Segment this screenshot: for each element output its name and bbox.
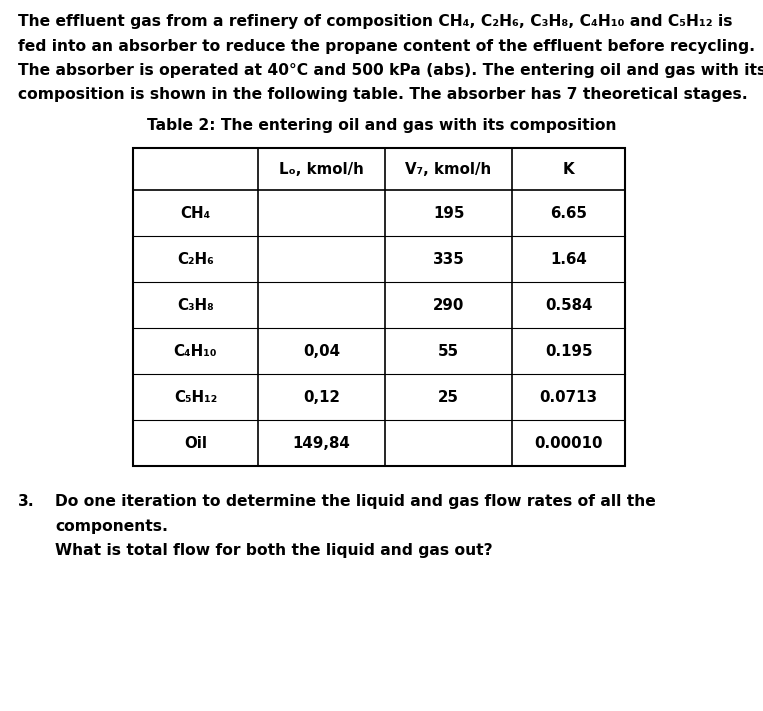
Text: 290: 290 (433, 297, 464, 313)
Text: 335: 335 (433, 252, 465, 267)
Text: 149,84: 149,84 (292, 436, 350, 451)
Text: 25: 25 (438, 390, 459, 405)
Text: The effluent gas from a refinery of composition CH₄, C₂H₆, C₃H₈, C₄H₁₀ and C₅H₁₂: The effluent gas from a refinery of comp… (18, 14, 732, 29)
Text: 0,04: 0,04 (303, 343, 340, 358)
Text: 0.584: 0.584 (545, 297, 592, 313)
Text: 0.00010: 0.00010 (534, 436, 603, 451)
Text: CH₄: CH₄ (180, 205, 211, 220)
Text: C₅H₁₂: C₅H₁₂ (174, 390, 217, 405)
Text: K: K (562, 161, 575, 176)
Bar (133, 148, 625, 466)
Text: Lₒ, kmol/h: Lₒ, kmol/h (279, 161, 364, 176)
Text: V₇, kmol/h: V₇, kmol/h (405, 161, 491, 176)
Text: 195: 195 (433, 205, 464, 220)
Text: 0,12: 0,12 (303, 390, 340, 405)
Text: composition is shown in the following table. The absorber has 7 theoretical stag: composition is shown in the following ta… (18, 87, 748, 102)
Text: Do one iteration to determine the liquid and gas flow rates of all the: Do one iteration to determine the liquid… (55, 494, 655, 509)
Text: 55: 55 (438, 343, 459, 358)
Text: components.: components. (55, 518, 168, 533)
Text: 6.65: 6.65 (550, 205, 587, 220)
Text: C₂H₆: C₂H₆ (177, 252, 214, 267)
Text: Table 2: The entering oil and gas with its composition: Table 2: The entering oil and gas with i… (146, 118, 617, 133)
Text: 1.64: 1.64 (550, 252, 587, 267)
Text: 0.195: 0.195 (545, 343, 592, 358)
Text: C₃H₈: C₃H₈ (177, 297, 214, 313)
Text: What is total flow for both the liquid and gas out?: What is total flow for both the liquid a… (55, 543, 493, 558)
Text: 3.: 3. (18, 494, 35, 509)
Text: Oil: Oil (184, 436, 207, 451)
Text: 0.0713: 0.0713 (539, 390, 597, 405)
Text: The absorber is operated at 40°C and 500 kPa (abs). The entering oil and gas wit: The absorber is operated at 40°C and 500… (18, 63, 763, 78)
Text: fed into an absorber to reduce the propane content of the effluent before recycl: fed into an absorber to reduce the propa… (18, 38, 755, 53)
Text: C₄H₁₀: C₄H₁₀ (174, 343, 217, 358)
